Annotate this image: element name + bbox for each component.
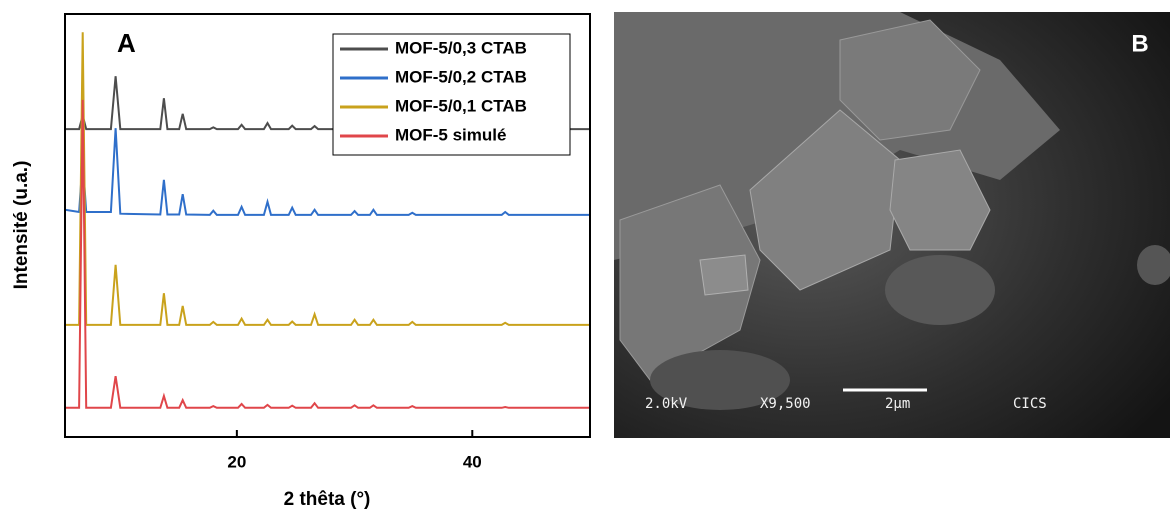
sem-debris xyxy=(650,350,790,410)
y-axis-label: Intensité (u.a.) xyxy=(11,161,32,290)
panel-label: B xyxy=(1131,30,1148,57)
series-line xyxy=(65,99,590,409)
sem-debris xyxy=(1137,245,1170,285)
sem-magnification: X9,500 xyxy=(760,396,811,412)
sem-facility: CICS xyxy=(1013,396,1047,412)
x-tick-label: 40 xyxy=(463,452,482,471)
series-line xyxy=(64,128,590,216)
plot-frame xyxy=(64,13,591,438)
legend-label: MOF-5 simulé xyxy=(395,125,506,144)
sem-cube xyxy=(889,149,991,251)
sem-debris xyxy=(885,255,995,325)
sem-panel: B 2.0kV X9,500 2μm CICS xyxy=(614,12,1170,438)
legend-label: MOF-5/0,2 CTAB xyxy=(395,67,527,86)
sem-cube xyxy=(749,109,901,291)
series-line xyxy=(65,32,590,326)
x-axis-label: 2 thêta (°) xyxy=(284,489,371,510)
panel-label: A xyxy=(117,28,136,58)
legend-label: MOF-5/0,3 CTAB xyxy=(395,38,527,57)
sem-scale: 2μm xyxy=(885,396,910,412)
sem-cube xyxy=(699,254,749,296)
sem-cube xyxy=(619,184,761,381)
sem-voltage: 2.0kV xyxy=(645,396,688,412)
x-tick-label: 20 xyxy=(227,452,246,471)
legend-label: MOF-5/0,1 CTAB xyxy=(395,96,527,115)
sem-cube xyxy=(839,19,981,141)
